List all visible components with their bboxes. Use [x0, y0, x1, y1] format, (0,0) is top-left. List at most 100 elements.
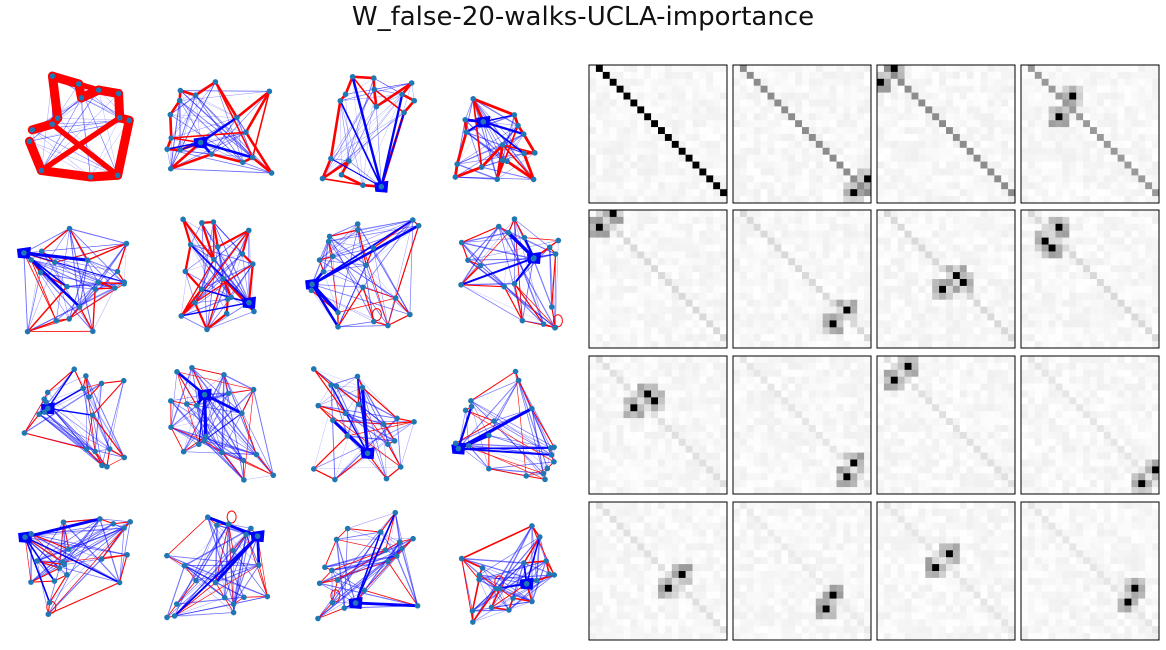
matrix-cell — [843, 71, 851, 80]
matrix-cell — [664, 140, 673, 149]
matrix-cell — [897, 189, 905, 197]
matrix-cell — [890, 292, 898, 300]
matrix-cell — [595, 356, 604, 364]
matrix-cell — [1069, 127, 1077, 135]
matrix-cell — [1145, 196, 1153, 204]
matrix-cell — [671, 78, 679, 86]
matrix-cell — [1131, 237, 1139, 245]
matrix-cell — [781, 99, 789, 107]
matrix-cell — [836, 258, 844, 266]
matrix-cell — [651, 258, 659, 266]
matrix-cell — [911, 320, 919, 328]
matrix-cell — [918, 78, 926, 86]
matrix-cell — [774, 279, 782, 287]
matrix-cell — [1062, 237, 1070, 245]
matrix-cell — [946, 210, 954, 218]
matrix-cell — [651, 78, 659, 86]
matrix-cell — [739, 113, 748, 121]
matrix-cell — [692, 175, 700, 183]
matrix-cell — [904, 251, 912, 259]
matrix-cell — [1048, 71, 1056, 80]
matrix-cell — [959, 92, 967, 100]
matrix-cell — [973, 334, 981, 342]
matrix-cell — [1069, 113, 1077, 121]
matrix-cell — [713, 196, 721, 204]
matrix-cell — [911, 71, 919, 80]
matrix-cell — [966, 299, 974, 307]
matrix-cell — [733, 230, 741, 238]
matrix-cell — [959, 285, 967, 294]
matrix-cell — [911, 99, 919, 107]
graph-edge-positive — [241, 229, 250, 255]
matrix-cell — [952, 306, 961, 314]
matrix-cell — [857, 313, 865, 321]
matrix-cell — [994, 279, 1002, 287]
matrix-cell — [692, 106, 700, 114]
matrix-cell — [911, 216, 919, 225]
matrix-cell — [753, 230, 761, 238]
matrix-cell — [1001, 327, 1009, 335]
matrix-cell — [980, 285, 988, 294]
matrix-cell — [857, 230, 865, 238]
matrix-cell — [932, 120, 940, 128]
matrix-cell — [925, 306, 933, 314]
graph-node — [180, 216, 186, 223]
matrix-cell — [651, 134, 659, 142]
matrix-cell — [952, 99, 961, 107]
graph-edge-negative — [54, 261, 116, 289]
matrix-cell — [1062, 113, 1070, 121]
matrix-cell — [802, 306, 810, 314]
matrix-cell — [788, 78, 796, 86]
matrix-cell — [1138, 168, 1146, 176]
matrix-cell — [890, 99, 898, 107]
matrix-cell — [1055, 113, 1063, 121]
matrix-cell — [1090, 134, 1098, 142]
matrix-cell — [994, 237, 1002, 245]
matrix-cell — [774, 244, 782, 252]
matrix-cell — [904, 120, 912, 128]
matrix-cell — [850, 251, 858, 259]
matrix-cell — [1145, 258, 1153, 266]
matrix-cell — [850, 313, 858, 321]
matrix-cell — [658, 154, 666, 162]
matrix-cell — [1041, 292, 1049, 300]
graph-edge-negative — [180, 90, 201, 143]
matrix-cell — [1096, 244, 1105, 252]
matrix-cell — [829, 99, 837, 107]
matrix-cell — [925, 320, 933, 328]
matrix-cell — [616, 334, 624, 342]
matrix-cell — [692, 168, 700, 176]
matrix-cell — [630, 147, 638, 155]
matrix-cell — [1034, 147, 1042, 155]
matrix-cell — [1145, 113, 1153, 121]
matrix-cell — [829, 85, 837, 93]
matrix-cell — [616, 356, 624, 364]
matrix-cell — [733, 320, 741, 328]
matrix-cell — [733, 147, 741, 155]
matrix-cell — [637, 292, 645, 300]
matrix-cell — [699, 182, 707, 190]
matrix-cell — [836, 272, 844, 280]
graph-edge-negative — [337, 321, 374, 328]
matrix-cell — [774, 175, 782, 183]
matrix-cell — [788, 71, 796, 80]
matrix-cell — [802, 140, 810, 149]
graph-edge-negative — [362, 94, 403, 186]
matrix-cell — [602, 154, 610, 162]
matrix-cell — [932, 334, 940, 342]
matrix-cell — [699, 210, 707, 218]
matrix-cell — [1076, 106, 1084, 114]
matrix-cell — [699, 306, 707, 314]
matrix-cell — [925, 189, 933, 197]
matrix-cell — [692, 258, 700, 266]
matrix-cell — [822, 313, 830, 321]
matrix-cell — [836, 292, 844, 300]
matrix-cell — [1152, 113, 1160, 121]
matrix-cell — [808, 320, 817, 328]
matrix-cell — [939, 251, 947, 259]
matrix-cell — [952, 65, 961, 73]
graph-edge-negative — [348, 160, 382, 187]
matrix-cell — [939, 161, 947, 169]
graph-edge-negative — [182, 219, 243, 254]
matrix-cell — [843, 223, 851, 231]
